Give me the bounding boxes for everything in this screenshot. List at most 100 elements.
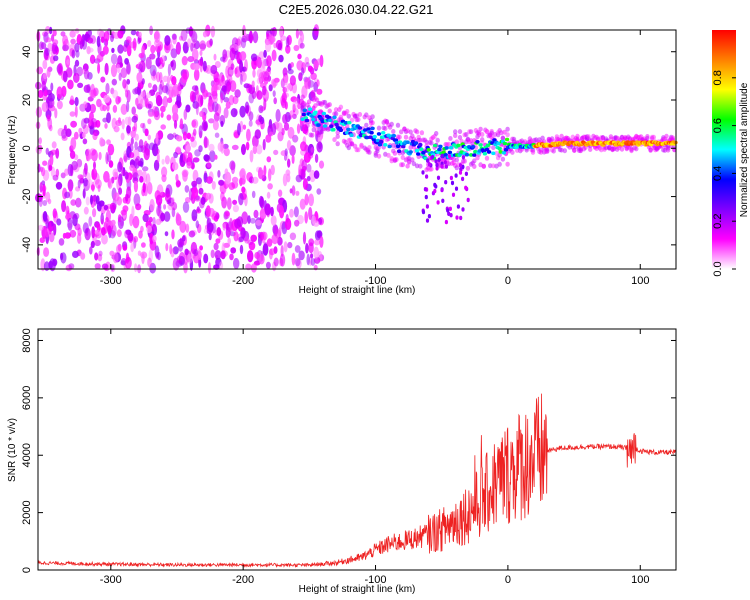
heatmap-cell xyxy=(289,232,297,241)
heatmap-cell xyxy=(257,169,265,180)
heatmap-cell xyxy=(92,194,97,202)
heatmap-cell xyxy=(295,190,300,196)
heatmap-cell xyxy=(271,78,278,87)
heatmap-cell xyxy=(81,118,87,129)
heatmap-cell xyxy=(159,57,163,65)
heatmap-cell xyxy=(408,150,413,154)
heatmap-cell xyxy=(126,45,132,57)
heatmap-cell xyxy=(246,128,251,142)
heatmap-cell xyxy=(118,72,122,82)
heatmap-cell xyxy=(171,76,177,86)
heatmap-cell xyxy=(39,237,45,244)
heatmap-cell xyxy=(454,173,458,178)
heatmap-cell xyxy=(459,215,463,221)
heatmap-cell xyxy=(210,64,218,75)
colorbar: 0.0 0.2 0.4 0.6 0.8 Normalized spectral ampl… xyxy=(712,30,750,277)
heatmap-cell xyxy=(162,85,169,94)
heatmap-cell xyxy=(162,95,168,108)
heatmap-cell xyxy=(45,191,51,203)
heatmap-cell xyxy=(414,148,420,153)
heatmap-cell xyxy=(56,100,63,110)
snr-y-label: SNR (10 * v/v) xyxy=(7,418,18,482)
heatmap-cell xyxy=(162,75,168,83)
heatmap-cell xyxy=(370,120,375,126)
heatmap-cell xyxy=(291,252,296,266)
heatmap-cell xyxy=(71,160,78,171)
heatmap-cell xyxy=(228,182,236,191)
heatmap-cell xyxy=(71,49,76,59)
x-tick-label: 0 xyxy=(505,574,511,586)
heatmap-cell xyxy=(54,108,58,119)
heatmap-cell xyxy=(158,83,163,95)
heatmap-cell xyxy=(116,229,122,238)
heatmap-cell xyxy=(279,205,285,219)
heatmap-cell xyxy=(365,135,370,140)
heatmap-cell xyxy=(233,257,240,270)
heatmap-cell xyxy=(230,63,235,70)
heatmap-cell xyxy=(154,39,161,47)
heatmap-cell xyxy=(62,70,68,83)
x-tick-label: -200 xyxy=(232,574,254,586)
heatmap-cell xyxy=(157,251,161,261)
heatmap-cell xyxy=(94,263,101,270)
heatmap-cell xyxy=(134,133,139,141)
heatmap-cell xyxy=(217,170,221,178)
heatmap-cell xyxy=(182,151,188,162)
heatmap-cell xyxy=(160,124,166,130)
heatmap-cell xyxy=(90,35,96,45)
heatmap-cell xyxy=(664,133,669,139)
heatmap-cell xyxy=(287,241,293,249)
heatmap-cell xyxy=(110,53,118,65)
heatmap-cell xyxy=(42,160,48,166)
heatmap-cell xyxy=(313,246,320,259)
heatmap-cell xyxy=(105,217,109,223)
heatmap-cell xyxy=(47,117,53,130)
heatmap-cell xyxy=(335,130,340,135)
heatmap-cell xyxy=(123,153,128,163)
heatmap-cell xyxy=(256,68,262,78)
heatmap-cell xyxy=(231,144,239,150)
heatmap-cell xyxy=(191,85,199,91)
heatmap-cell xyxy=(67,163,74,177)
heatmap-cell xyxy=(475,140,480,144)
heatmap-cell xyxy=(240,37,247,49)
heatmap-cell xyxy=(429,166,434,172)
heatmap-cell xyxy=(376,153,382,159)
heatmap-cell xyxy=(100,76,106,83)
heatmap-cell xyxy=(173,119,178,129)
y-tick-label: 8000 xyxy=(21,328,33,352)
x-tick-label: -200 xyxy=(232,275,254,287)
heatmap-cell xyxy=(500,135,506,141)
heatmap-cell xyxy=(645,134,650,139)
heatmap-cell xyxy=(294,219,300,227)
heatmap-cell xyxy=(113,125,120,133)
heatmap-cell xyxy=(133,236,139,243)
heatmap-cell xyxy=(284,148,288,157)
heatmap-cell xyxy=(214,250,222,260)
heatmap-cell xyxy=(39,194,43,203)
heatmap-cell xyxy=(111,47,115,54)
heatmap-cell xyxy=(43,89,48,97)
heatmap-cell xyxy=(191,209,198,222)
heatmap-cell xyxy=(62,44,69,52)
heatmap-cell xyxy=(238,192,244,206)
heatmap-cell xyxy=(185,223,190,233)
heatmap-cell xyxy=(433,188,437,194)
heatmap-cell xyxy=(335,141,340,147)
heatmap-cell xyxy=(145,56,152,70)
heatmap-cell xyxy=(444,146,449,150)
heatmap-cell xyxy=(74,42,80,53)
heatmap-cell xyxy=(136,72,143,83)
heatmap-cell xyxy=(244,59,248,72)
heatmap-cell xyxy=(171,85,178,97)
heatmap-cell xyxy=(161,166,168,178)
heatmap-cell xyxy=(277,189,283,197)
heatmap-cell xyxy=(505,161,510,167)
heatmap-cell xyxy=(356,117,361,123)
heatmap-cell xyxy=(397,134,402,140)
heatmap-cell xyxy=(453,133,458,139)
heatmap-cell xyxy=(205,64,212,74)
heatmap-cell xyxy=(182,131,188,141)
heatmap-cell xyxy=(229,80,237,92)
